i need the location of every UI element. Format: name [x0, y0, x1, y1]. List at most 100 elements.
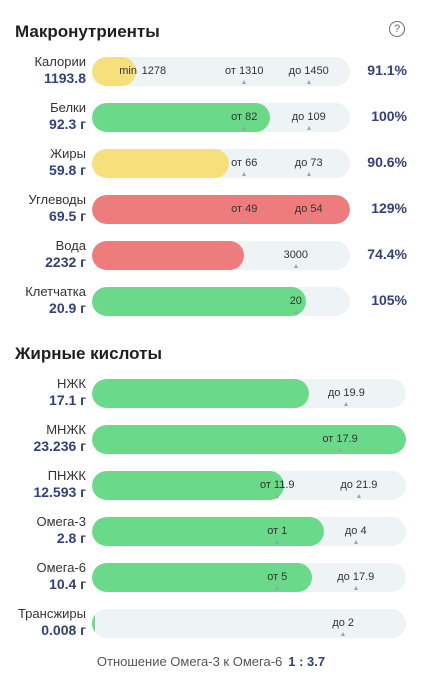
nutrient-label: НЖК 17.1 г: [49, 376, 86, 408]
norm-label: от 1310: [224, 65, 264, 77]
nutrient-name: Омега-3: [36, 514, 86, 529]
nutrient-label: Омега-3 2.8 г: [36, 514, 86, 546]
nutrient-label: Калории 1193.8: [34, 54, 86, 86]
nutrient-amount: 10.4 г: [49, 576, 86, 592]
norm-label: до 2: [332, 617, 355, 629]
nutrient-name: Калории: [34, 54, 86, 69]
percent-of-norm: 91.1%: [367, 62, 407, 78]
nutrient-label: Трансжиры 0.008 г: [18, 606, 86, 638]
norm-label: 20: [289, 295, 302, 307]
nutrient-amount: 12.593 г: [33, 484, 86, 500]
norm-tick-icon: [242, 126, 247, 130]
norm-tick-icon: [275, 494, 280, 498]
progress-fill: [92, 57, 136, 86]
nutrient-row[interactable]: Углеводы 69.5 г от 49 до 54 129%: [0, 192, 422, 230]
nutrient-row[interactable]: Белки 92.3 г от 82 до 109 100%: [0, 100, 422, 138]
norm-label: от 82: [231, 111, 258, 123]
nutrient-name: НЖК: [57, 376, 86, 391]
norm-tick-icon: [306, 218, 311, 222]
norm-label: от 17.9: [322, 433, 358, 445]
nutrient-amount: 20.9 г: [49, 300, 86, 316]
progress-track: 20: [92, 287, 350, 316]
nutrient-row[interactable]: НЖК 17.1 г до 19.9: [0, 376, 422, 414]
norm-tick-icon: [306, 172, 311, 176]
progress-fill: [92, 103, 271, 132]
norm-label: до 109: [291, 111, 326, 123]
nutrient-amount: 59.8 г: [49, 162, 86, 178]
nutrient-name: Углеводы: [28, 192, 86, 207]
nutrient-name: МНЖК: [46, 422, 86, 437]
norm-tick-icon: [306, 126, 311, 130]
nutrient-row[interactable]: МНЖК 23.236 г от 17.9: [0, 422, 422, 460]
nutrient-name: Белки: [50, 100, 86, 115]
progress-track: от 11.9 до 21.9: [92, 471, 406, 500]
norm-label: до 17.9: [337, 571, 375, 583]
nutrient-name: Жиры: [50, 146, 86, 161]
nutrient-row[interactable]: ПНЖК 12.593 г от 11.9 до 21.9: [0, 468, 422, 506]
nutrient-amount: 0.008 г: [41, 622, 86, 638]
norm-label: от 5: [267, 571, 288, 583]
percent-of-norm: 74.4%: [367, 246, 407, 262]
nutrient-amount: 2.8 г: [56, 530, 86, 546]
norm-tick-icon: [338, 448, 343, 452]
help-icon[interactable]: ?: [389, 21, 405, 37]
nutrient-amount: 17.1 г: [49, 392, 86, 408]
nutrient-label: Омега-6 10.4 г: [36, 560, 86, 592]
omega-ratio: Отношение Омега-3 к Омега-6 1 : 3.7: [0, 654, 422, 669]
nutrient-row[interactable]: Клетчатка 20.9 г 20 105%: [0, 284, 422, 322]
norm-label: min: [119, 65, 137, 77]
macronutrients-title: Макронутриенты: [15, 22, 160, 41]
norm-tick-icon: [242, 172, 247, 176]
nutrient-name: Вода: [55, 238, 86, 253]
norm-tick-icon: [293, 310, 298, 314]
percent-of-norm: 100%: [371, 108, 407, 124]
progress-track: от 5 до 17.9: [92, 563, 406, 592]
norm-label: от 11.9: [259, 479, 295, 491]
progress-fill: [92, 379, 309, 408]
omega-ratio-label: Отношение Омега-3 к Омега-6: [96, 654, 283, 669]
progress-track: до 2: [92, 609, 406, 638]
progress-fill: [92, 609, 95, 638]
omega-ratio-value: 1 : 3.7: [288, 654, 326, 669]
progress-fill: [92, 241, 245, 270]
nutrient-label: ПНЖК 12.593 г: [33, 468, 86, 500]
norm-label: от 49: [231, 203, 258, 215]
progress-fill: [92, 563, 312, 592]
norm-label: 3000: [283, 249, 309, 261]
progress-fill: [92, 471, 284, 500]
norm-tick-icon: [306, 80, 311, 84]
norm-label: до 19.9: [327, 387, 365, 399]
percent-of-norm: 129%: [371, 200, 407, 216]
progress-fill: [92, 425, 406, 454]
norm-tick-icon: [344, 402, 349, 406]
norm-label: до 4: [344, 525, 367, 537]
norm-tick-icon: [341, 632, 346, 636]
progress-track: от 1 до 4: [92, 517, 406, 546]
norm-tick-icon: [293, 264, 298, 268]
progress-track: от 49 до 54: [92, 195, 350, 224]
norm-tick-icon: [356, 494, 361, 498]
nutrient-label: Вода 2232 г: [45, 238, 86, 270]
nutrient-name: Омега-6: [36, 560, 86, 575]
norm-label: до 73: [294, 157, 323, 169]
nutrient-row[interactable]: Трансжиры 0.008 г до 2: [0, 606, 422, 644]
norm-label: от 1: [267, 525, 288, 537]
nutrient-label: Клетчатка 20.9 г: [25, 284, 86, 316]
norm-label: до 54: [294, 203, 323, 215]
nutrient-amount: 23.236 г: [33, 438, 86, 454]
nutrient-label: Углеводы 69.5 г: [28, 192, 86, 224]
percent-of-norm: 90.6%: [367, 154, 407, 170]
nutrient-row[interactable]: Омега-3 2.8 г от 1 до 4: [0, 514, 422, 552]
nutrient-amount: 92.3 г: [49, 116, 86, 132]
nutrient-row[interactable]: Омега-6 10.4 г от 5 до 17.9: [0, 560, 422, 598]
fatty-acids-title: Жирные кислоты: [15, 344, 162, 363]
nutrient-label: МНЖК 23.236 г: [33, 422, 86, 454]
nutrient-row[interactable]: Вода 2232 г 3000 74.4%: [0, 238, 422, 276]
norm-label: до 21.9: [340, 479, 378, 491]
progress-track: от 66 до 73: [92, 149, 350, 178]
nutrient-row[interactable]: Жиры 59.8 г от 66 до 73 90.6%: [0, 146, 422, 184]
norm-label: 1278: [141, 65, 167, 77]
nutrient-label: Жиры 59.8 г: [49, 146, 86, 178]
norm-tick-icon: [353, 586, 358, 590]
nutrient-row[interactable]: Калории 1193.8 min 1278 от 1310 до 1450 91.1%: [0, 54, 422, 92]
